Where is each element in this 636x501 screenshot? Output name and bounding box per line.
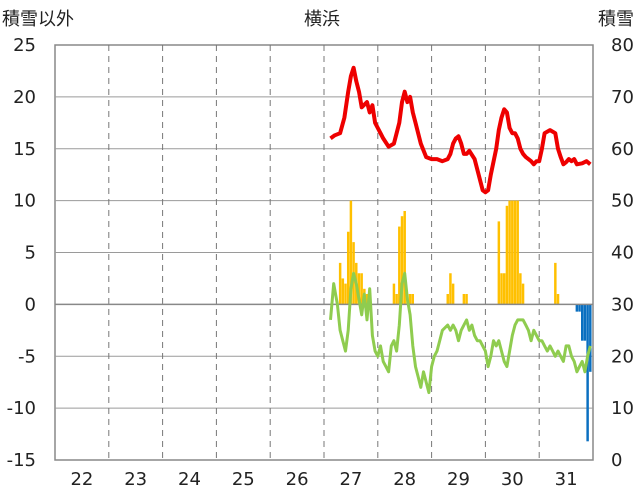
x-tick-label: 29 [447,469,470,490]
right-tick-label: 0 [611,450,622,471]
bar-orange [556,294,560,305]
left-tick-label: -5 [18,346,36,367]
bar-orange [341,278,345,305]
bar-orange [554,262,557,305]
right-tick-label: 50 [611,191,634,212]
chart-title: 横浜 [304,9,340,30]
bar-orange [395,294,398,305]
bar-orange [398,226,401,305]
bar-orange [451,283,455,305]
right-axis-label: 積雪 [598,9,634,30]
x-tick-label: 30 [501,469,524,490]
bar-orange [449,273,452,305]
bar-orange [357,273,361,305]
bar-blue [589,304,592,372]
right-tick-label: 30 [611,294,634,315]
bar-orange [344,283,347,305]
left-tick-label: 5 [25,243,36,264]
x-tick-label: 26 [286,469,309,490]
bar-orange [519,273,522,305]
right-tick-label: 70 [611,87,634,108]
bar-orange [349,200,353,305]
bar-orange [365,294,369,305]
bar-orange [516,200,519,305]
bar-orange [392,283,396,305]
x-tick-label: 23 [124,469,147,490]
bar-orange [497,221,501,305]
left-tick-label: -15 [7,450,36,471]
bar-orange [465,294,468,305]
bar-blue [578,304,581,312]
bar-blue [586,304,589,442]
bar-orange [508,200,511,305]
bar-orange [338,262,342,305]
bar-blue [581,304,584,341]
bar-orange [505,205,509,305]
left-tick-label: -10 [7,398,36,419]
right-tick-label: 20 [611,346,634,367]
bar-orange [500,273,503,305]
bar-blue [583,304,587,341]
left-tick-label: 15 [13,139,36,160]
lines [329,65,592,395]
bar-orange [521,283,525,305]
bar-orange [400,216,404,305]
left-axis-label: 積雪以外 [2,9,74,30]
x-tick-label: 25 [232,469,255,490]
bar-orange [408,294,412,305]
right-tick-label: 10 [611,398,634,419]
left-tick-label: 20 [13,87,36,108]
line-red [329,65,592,195]
bar-orange [346,231,350,305]
bar-blue [575,304,579,312]
bar-orange [511,200,514,305]
bars [338,200,592,442]
x-tick-label: 24 [178,469,201,490]
x-tick-label: 31 [555,469,578,490]
bar-orange [411,294,415,305]
left-tick-label: 10 [13,191,36,212]
right-tick-label: 80 [611,35,634,56]
bar-orange [513,200,517,305]
bar-orange [462,294,466,305]
left-tick-label: 25 [13,35,36,56]
x-tick-label: 22 [70,469,93,490]
left-tick-label: 0 [25,294,36,315]
right-tick-label: 40 [611,243,634,264]
line-green [329,271,592,395]
right-tick-label: 60 [611,139,634,160]
bar-orange [360,273,363,305]
bar-orange [502,273,506,305]
bar-orange [446,294,449,305]
x-tick-label: 27 [339,469,362,490]
x-tick-label: 28 [393,469,416,490]
bar-orange [403,211,406,305]
grid [55,45,593,460]
